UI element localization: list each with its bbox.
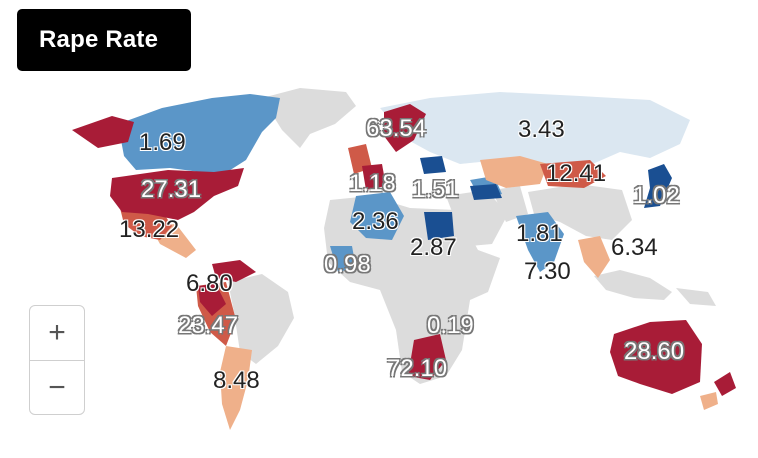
title-badge: Rape Rate: [17, 9, 191, 71]
value-label-balkans: 1.51: [412, 176, 459, 203]
land-highest: [72, 104, 736, 396]
value-label-west-africa: 0.98: [324, 251, 371, 278]
land-lowest: [420, 156, 672, 240]
value-label-egypt: 2.87: [410, 234, 457, 261]
zoom-out-button[interactable]: −: [30, 360, 84, 415]
value-label-argentina: 8.48: [213, 367, 260, 394]
value-label-peru-bolivia: 23.47: [178, 312, 239, 339]
value-label-mongolia: 12.41: [546, 160, 607, 187]
zoom-in-button[interactable]: +: [48, 316, 66, 349]
value-label-southeast-asia: 6.34: [611, 234, 658, 261]
value-label-australia: 28.60: [624, 338, 685, 365]
land-mid: [150, 156, 718, 430]
page-title: Rape Rate: [39, 26, 159, 53]
value-label-sweden: 63.54: [366, 115, 427, 142]
value-label-india: 7.30: [524, 258, 571, 285]
value-label-algeria: 2.36: [352, 208, 399, 235]
value-label-japan: 1.02: [633, 182, 680, 209]
value-label-france: 1.18: [349, 170, 396, 197]
land-no-data: [228, 88, 716, 384]
value-label-usa: 27.31: [141, 176, 202, 203]
land-very-low: [380, 92, 690, 166]
value-label-mozambique: 0.19: [427, 312, 474, 339]
value-label-caribbean: 6.80: [186, 270, 233, 297]
value-label-south-africa: 72.10: [387, 355, 448, 382]
zoom-control: + −: [29, 305, 85, 415]
value-label-canada: 1.69: [139, 129, 186, 156]
value-label-india-north: 1.81: [516, 220, 563, 247]
land-low: [118, 94, 564, 272]
value-label-mexico: 13.22: [119, 216, 180, 243]
value-label-russia: 3.43: [518, 116, 565, 143]
